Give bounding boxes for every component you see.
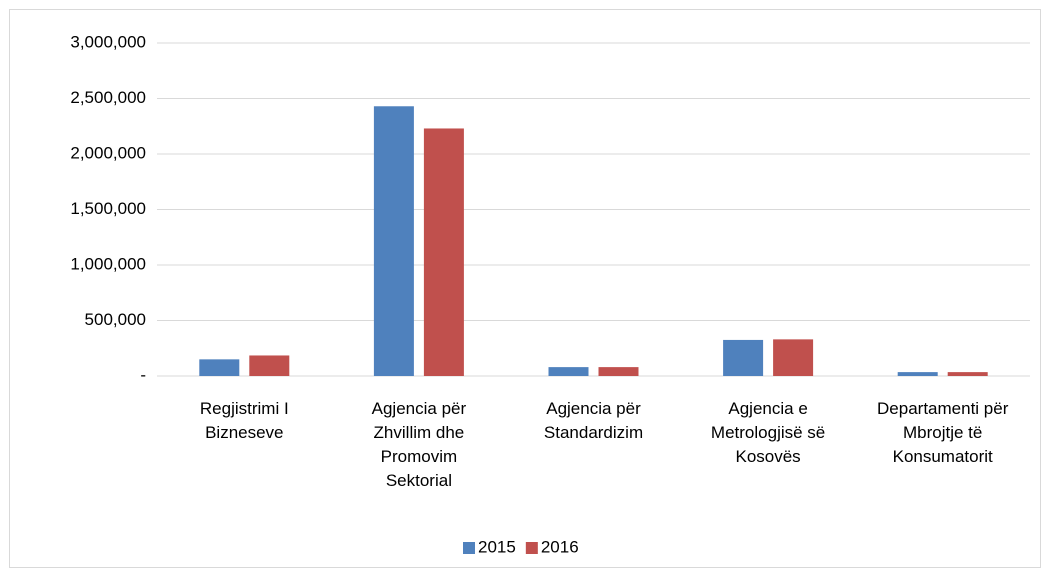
x-tick-label: Departamenti për Mbrojtje të Konsumatorit [877, 399, 1009, 466]
x-tick-label: Agjencia e Metrologjisë së Kosovës [711, 399, 825, 466]
y-tick-label: 1,000,000 [70, 254, 146, 273]
x-tick-label: Regjistrimi I Bizneseve [200, 399, 289, 442]
bar [199, 359, 240, 376]
bar [249, 355, 290, 376]
bar [947, 372, 988, 376]
x-tick-label: Agjencia për Zhvillim dhe Promovim Sektoria… [372, 399, 467, 490]
legend-label: 2016 [541, 537, 579, 556]
bar [598, 367, 639, 376]
y-tick-label: 1,500,000 [70, 199, 146, 218]
y-tick-label: 3,000,000 [70, 32, 146, 51]
chart-border [9, 9, 1041, 568]
y-tick-label: 2,000,000 [70, 143, 146, 162]
bar [723, 339, 764, 376]
y-tick-label: 2,500,000 [70, 88, 146, 107]
y-tick-label: 500,000 [85, 310, 146, 329]
legend-swatch [463, 542, 475, 554]
x-tick-label: Agjencia për Standardizim [544, 399, 643, 442]
bar [548, 367, 589, 376]
bar [423, 128, 464, 376]
legend-swatch [525, 542, 538, 554]
bar [373, 106, 414, 377]
bar [897, 372, 938, 376]
bar [773, 339, 814, 376]
y-tick-label: - [140, 365, 146, 384]
legend-label: 2015 [478, 537, 516, 556]
